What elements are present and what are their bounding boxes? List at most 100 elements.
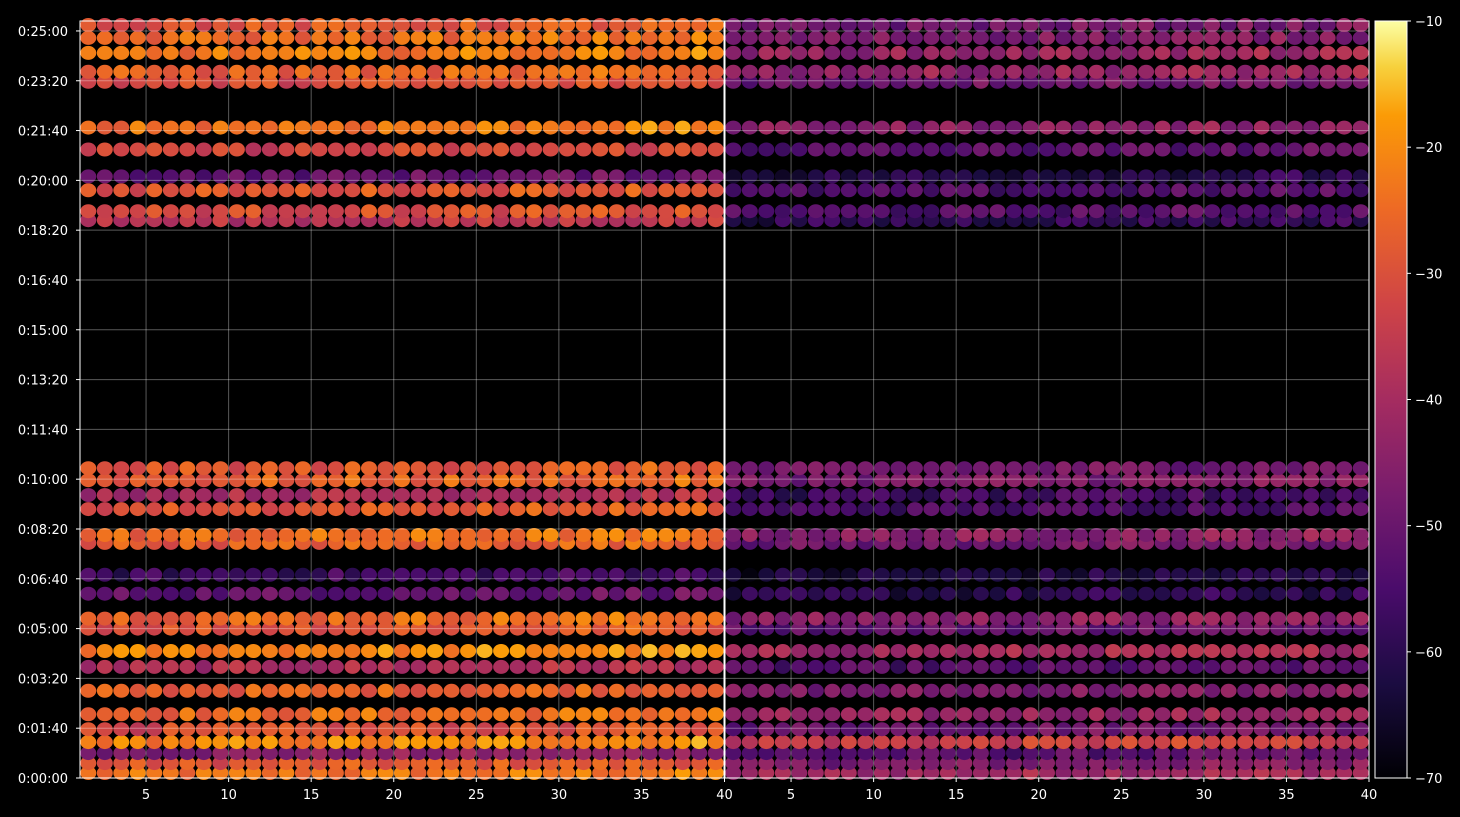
heatmap-cell — [791, 169, 808, 184]
heatmap-cell — [1237, 488, 1254, 503]
heatmap-cell — [228, 683, 245, 698]
heatmap-cell — [228, 142, 245, 157]
heatmap-cell — [129, 735, 146, 750]
heatmap-cell — [1286, 142, 1303, 157]
heatmap-cell — [542, 611, 559, 626]
heatmap-cell — [608, 502, 625, 517]
heatmap-cell — [857, 735, 874, 750]
heatmap-cell — [625, 644, 642, 658]
y-tick-label: 0:21:40 — [18, 125, 68, 140]
heatmap-cell — [1039, 488, 1055, 503]
heatmap-cell — [857, 683, 874, 698]
heatmap-cell — [1253, 45, 1270, 60]
heatmap-cell — [294, 461, 311, 476]
heatmap-cell — [674, 528, 691, 542]
heatmap-cell — [956, 64, 973, 79]
heatmap-cell — [1286, 461, 1303, 476]
heatmap-cell — [791, 756, 808, 771]
heatmap-cell — [840, 683, 857, 698]
heatmap-cell — [956, 683, 973, 698]
heatmap-cell — [691, 644, 708, 658]
heatmap-cell — [542, 659, 559, 674]
heatmap-cell — [1138, 120, 1155, 135]
heatmap-cell — [824, 142, 841, 157]
heatmap-cell — [741, 18, 758, 32]
heatmap-cell — [1055, 756, 1072, 771]
heatmap-cell — [1088, 488, 1105, 503]
heatmap-cell — [1270, 74, 1287, 89]
heatmap-cell — [956, 74, 973, 89]
heatmap-cell — [1022, 64, 1039, 79]
heatmap-cell — [1220, 611, 1237, 626]
heatmap-cell — [956, 473, 973, 488]
heatmap-cell — [1270, 64, 1287, 79]
heatmap-cell — [840, 64, 857, 79]
heatmap-cell — [261, 64, 278, 79]
heatmap-cell — [245, 567, 262, 582]
heatmap-cell — [840, 735, 857, 750]
heatmap-cell — [774, 64, 791, 79]
heatmap-cell — [526, 707, 543, 722]
heatmap-cell — [989, 64, 1006, 79]
x-tick-label: 25 — [1113, 788, 1130, 803]
heatmap-cell — [1121, 586, 1138, 601]
heatmap-cell — [1319, 45, 1336, 60]
heatmap-cell — [707, 30, 724, 45]
heatmap-cell — [476, 746, 493, 761]
heatmap-cell — [758, 746, 775, 761]
heatmap-cell — [1039, 621, 1055, 636]
heatmap-cell — [972, 169, 989, 184]
heatmap-cell — [741, 644, 758, 658]
heatmap-cell — [394, 756, 410, 771]
heatmap-cell — [956, 586, 973, 601]
heatmap-cell — [1055, 567, 1072, 582]
heatmap-cell — [1105, 611, 1122, 626]
heatmap-cell — [1072, 611, 1088, 626]
heatmap-cell — [80, 461, 97, 476]
heatmap-cell — [1220, 64, 1237, 79]
heatmap-cell — [674, 74, 691, 89]
heatmap-cell — [707, 586, 724, 601]
heatmap-cell — [1319, 659, 1336, 674]
heatmap-cell — [906, 120, 923, 135]
heatmap-cell — [725, 746, 742, 761]
heatmap-cell — [261, 683, 278, 698]
heatmap-cell — [228, 204, 245, 219]
heatmap-cell — [890, 45, 907, 60]
heatmap-cell — [361, 461, 377, 476]
heatmap-cell — [1286, 766, 1303, 780]
heatmap-cell — [1303, 683, 1320, 698]
heatmap-cell — [195, 473, 212, 488]
heatmap-cell — [327, 120, 344, 135]
heatmap-cell — [1286, 659, 1303, 674]
heatmap-cell — [96, 74, 113, 89]
heatmap-cell — [989, 142, 1006, 157]
heatmap-cell — [394, 142, 410, 157]
heatmap-cell — [1072, 502, 1088, 517]
colorbar-tick-label: −10 — [1415, 15, 1442, 30]
heatmap-cell — [674, 183, 691, 198]
heatmap-cell — [542, 756, 559, 771]
heatmap-cell — [840, 461, 857, 476]
heatmap-cell — [1022, 683, 1039, 698]
heatmap-cell — [1286, 621, 1303, 636]
heatmap-cell — [1088, 756, 1105, 771]
heatmap-cell — [526, 204, 543, 219]
heatmap-cell — [559, 735, 576, 750]
heatmap-cell — [294, 183, 311, 198]
heatmap-cell — [1253, 707, 1270, 722]
heatmap-cell — [344, 461, 361, 476]
heatmap-cell — [1138, 567, 1155, 582]
heatmap-cell — [179, 722, 196, 737]
heatmap-cell — [840, 120, 857, 135]
heatmap-cell — [774, 683, 791, 698]
heatmap-cell — [80, 621, 97, 636]
heatmap-cell — [1138, 528, 1155, 542]
heatmap-cell — [245, 120, 262, 135]
heatmap-cell — [526, 169, 543, 184]
heatmap-cell — [1138, 735, 1155, 750]
heatmap-cell — [212, 64, 229, 79]
heatmap-cell — [873, 18, 890, 32]
heatmap-cell — [857, 707, 874, 722]
heatmap-cell — [1204, 659, 1221, 674]
